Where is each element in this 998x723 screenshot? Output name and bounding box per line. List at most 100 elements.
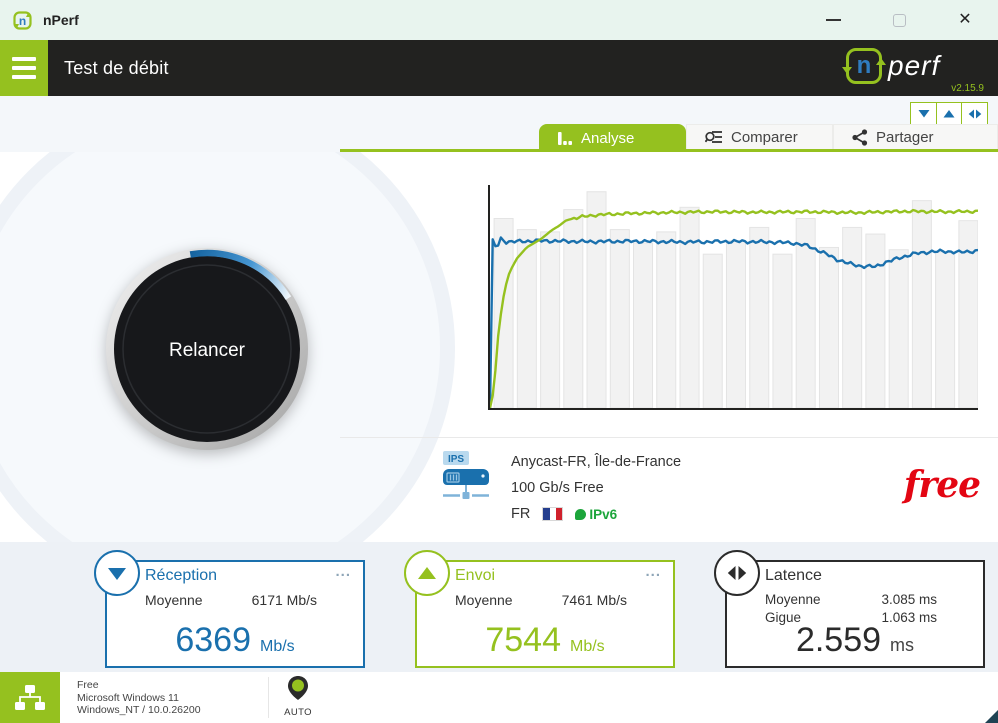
- tab-analyse[interactable]: Analyse: [539, 124, 686, 152]
- latency-icon: [714, 550, 760, 596]
- status-bar: Free Microsoft Windows 11 Windows_NT / 1…: [0, 672, 998, 723]
- speed-chart: [488, 185, 978, 410]
- nperf-brand-logo: n perf v2.15.9: [842, 44, 986, 94]
- triangle-left-right-icon: [968, 109, 981, 118]
- download-icon: [94, 550, 140, 596]
- window-titlebar: n nPerf ✕: [0, 0, 998, 40]
- latence-jitter-row: Gigue 1.063 ms: [765, 609, 937, 627]
- latence-big-value: 2.559: [795, 621, 882, 659]
- nperf-app-icon: n: [13, 10, 32, 30]
- chart-sample-bar: [656, 231, 677, 408]
- tab-label: Analyse: [581, 129, 635, 147]
- resize-grip[interactable]: [985, 710, 998, 723]
- latence-unit: ms: [890, 635, 915, 655]
- chart-sample-bar: [679, 206, 700, 408]
- chart-sample-bar: [911, 200, 932, 408]
- reception-menu-button[interactable]: ...: [335, 563, 351, 580]
- restart-test-button[interactable]: Relancer: [103, 245, 311, 453]
- toolbar-and-tabs: Analyse Comparer Partager: [0, 96, 998, 152]
- server-mode-button[interactable]: AUTO: [283, 675, 313, 718]
- curve-toggle-group: [910, 102, 988, 125]
- server-bandwidth: 100 Gb/s Free: [511, 480, 604, 496]
- maximize-button[interactable]: [866, 0, 932, 40]
- tab-partager[interactable]: Partager: [833, 124, 998, 149]
- latence-result: 2.559 ms: [727, 621, 983, 660]
- close-button[interactable]: ✕: [932, 0, 998, 40]
- envoi-title: Envoi: [455, 567, 496, 584]
- divider: [268, 677, 269, 718]
- chart-sample-bar: [795, 218, 816, 408]
- row-value: 6171 Mb/s: [251, 592, 317, 608]
- triangle-down-icon: [918, 110, 929, 118]
- upload-icon: [404, 550, 450, 596]
- tab-bar: Analyse Comparer Partager: [539, 124, 998, 152]
- chart-sample-bar: [772, 253, 793, 408]
- chart-line-reception: [490, 236, 978, 408]
- row-label: Moyenne: [765, 592, 821, 607]
- chart-sample-bar: [935, 251, 956, 408]
- reception-card: Réception ... Moyenne 6171 Mb/s 6369 Mb/…: [94, 550, 365, 668]
- network-type-button[interactable]: [0, 672, 60, 723]
- chart-sample-bar: [540, 231, 561, 408]
- ipv6-badge: IPv6: [575, 507, 617, 522]
- row-value: 7461 Mb/s: [561, 592, 627, 608]
- chart-sample-bar: [842, 226, 863, 408]
- tab-label: Partager: [876, 128, 934, 146]
- chart-sample-bar: [888, 249, 909, 408]
- server-name: Anycast-FR, Île-de-France: [511, 454, 682, 470]
- envoi-average-row: Moyenne 7461 Mb/s: [455, 591, 627, 609]
- gauge-progress-arc: [189, 249, 292, 300]
- france-flag-icon: [542, 507, 564, 521]
- chart-sample-bar: [749, 226, 770, 408]
- chart-sample-bar: [865, 233, 886, 408]
- reception-average-row: Moyenne 6171 Mb/s: [145, 591, 317, 609]
- app-header: Test de débit n perf v2.15.9: [0, 40, 998, 96]
- ethernet-icon: [15, 684, 45, 710]
- system-info: Free Microsoft Windows 11 Windows_NT / 1…: [77, 679, 201, 717]
- row-label: Moyenne: [145, 592, 203, 608]
- server-icon: IPS: [441, 449, 497, 527]
- chart-sample-bar: [725, 240, 746, 408]
- hamburger-menu-button[interactable]: [0, 40, 48, 96]
- envoi-result: 7544 Mb/s: [417, 621, 673, 660]
- reception-big-value: 6369: [175, 621, 251, 659]
- row-value: 1.063 ms: [881, 610, 937, 625]
- download-curve-toggle[interactable]: [910, 102, 937, 125]
- latence-average-row: Moyenne 3.085 ms: [765, 591, 937, 609]
- nperf-logo-perf-text: perf: [888, 50, 941, 81]
- triangle-up-icon: [943, 110, 955, 118]
- envoi-menu-button[interactable]: ...: [645, 563, 661, 580]
- chart-sample-bar: [958, 220, 978, 408]
- chart-sample-bar: [563, 209, 584, 408]
- row-label: Gigue: [765, 610, 802, 625]
- tab-comparer[interactable]: Comparer: [686, 124, 833, 149]
- main-panel: Relancer IPS Anycast-FR, Île-d: [0, 152, 998, 542]
- minimize-icon: [825, 19, 841, 21]
- svg-text:n: n: [19, 14, 26, 28]
- row-value: 3.085 ms: [881, 592, 937, 607]
- share-icon: [852, 128, 868, 146]
- chart-sample-bar: [818, 246, 839, 408]
- window-controls: ✕: [800, 0, 998, 40]
- reception-result: 6369 Mb/s: [107, 621, 363, 660]
- row-label: Moyenne: [455, 592, 513, 608]
- chart-sample-bar: [609, 229, 630, 408]
- app-version: v2.15.9: [951, 83, 984, 94]
- bar-chart-icon: [558, 132, 572, 145]
- page-title: Test de débit: [64, 57, 169, 78]
- window-title: nPerf: [43, 12, 79, 28]
- upload-curve-toggle[interactable]: [935, 102, 963, 125]
- nperf-logo-n-icon: n: [842, 48, 886, 84]
- server-info: IPS Anycast-FR, Île-de-France 100 Gb/s F…: [441, 449, 681, 527]
- maximize-icon: [892, 13, 906, 27]
- isp-name: Free: [77, 679, 99, 691]
- os-name: Microsoft Windows 11: [77, 691, 179, 704]
- results-section: Réception ... Moyenne 6171 Mb/s 6369 Mb/…: [0, 542, 998, 672]
- restart-button-label: Relancer: [169, 340, 246, 361]
- hamburger-icon: [12, 57, 36, 61]
- minimize-button[interactable]: [800, 0, 866, 40]
- latency-curve-toggle[interactable]: [961, 102, 988, 125]
- platform-info: Windows_NT / 10.0.26200: [77, 704, 201, 716]
- latence-card: Latence Moyenne 3.085 ms Gigue 1.063 ms …: [714, 550, 985, 668]
- latence-title: Latence: [765, 567, 822, 584]
